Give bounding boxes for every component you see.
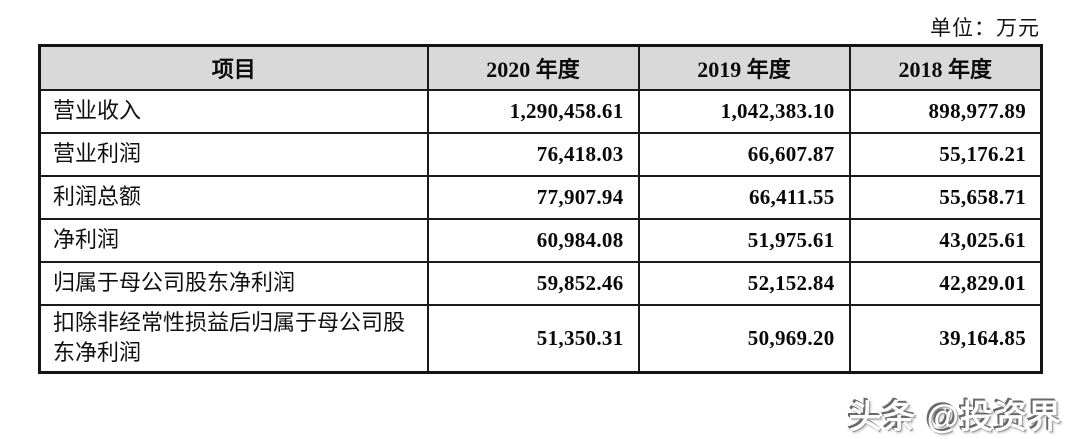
financial-summary-table: 项目 2020 年度 2019 年度 2018 年度 营业收入 1,290,45…: [38, 44, 1043, 375]
column-header-item: 项目: [38, 44, 429, 91]
value-2019: 1,042,383.10: [637, 88, 851, 134]
row-label: 归属于母公司股东净利润: [38, 260, 429, 306]
row-label: 营业利润: [38, 131, 429, 177]
value-2020: 1,290,458.61: [426, 88, 640, 134]
column-header-2018: 2018 年度: [848, 44, 1043, 91]
row-label: 扣除非经常性损益后归属于母公司股东净利润: [38, 303, 429, 374]
row-label: 营业收入: [38, 88, 429, 134]
column-header-2019: 2019 年度: [637, 44, 851, 91]
table-row: 归属于母公司股东净利润 59,852.46 52,152.84 42,829.0…: [38, 260, 1043, 306]
value-2018: 898,977.89: [848, 88, 1043, 134]
value-2020: 59,852.46: [426, 260, 640, 306]
value-2020: 51,350.31: [426, 303, 640, 374]
unit-label: 单位：万元: [930, 16, 1040, 40]
table-row: 利润总额 77,907.94 66,411.55 55,658.71: [38, 174, 1043, 220]
value-2018: 55,176.21: [848, 131, 1043, 177]
value-2019: 51,975.61: [637, 217, 851, 263]
value-2019: 66,411.55: [637, 174, 851, 220]
table-row: 营业收入 1,290,458.61 1,042,383.10 898,977.8…: [38, 88, 1043, 134]
table-header-row: 项目 2020 年度 2019 年度 2018 年度: [38, 44, 1043, 91]
value-2019: 52,152.84: [637, 260, 851, 306]
row-label: 净利润: [38, 217, 429, 263]
value-2018: 42,829.01: [848, 260, 1043, 306]
value-2020: 60,984.08: [426, 217, 640, 263]
row-label: 利润总额: [38, 174, 429, 220]
value-2020: 76,418.03: [426, 131, 640, 177]
value-2019: 66,607.87: [637, 131, 851, 177]
table-row: 净利润 60,984.08 51,975.61 43,025.61: [38, 217, 1043, 263]
table-row: 营业利润 76,418.03 66,607.87 55,176.21: [38, 131, 1043, 177]
value-2020: 77,907.94: [426, 174, 640, 220]
value-2018: 39,164.85: [848, 303, 1043, 374]
watermark-toutiao: 头条 @投资界: [848, 398, 1062, 435]
value-2018: 43,025.61: [848, 217, 1043, 263]
value-2018: 55,658.71: [848, 174, 1043, 220]
table-row: 扣除非经常性损益后归属于母公司股东净利润 51,350.31 50,969.20…: [38, 303, 1043, 374]
value-2019: 50,969.20: [637, 303, 851, 374]
column-header-2020: 2020 年度: [426, 44, 640, 91]
